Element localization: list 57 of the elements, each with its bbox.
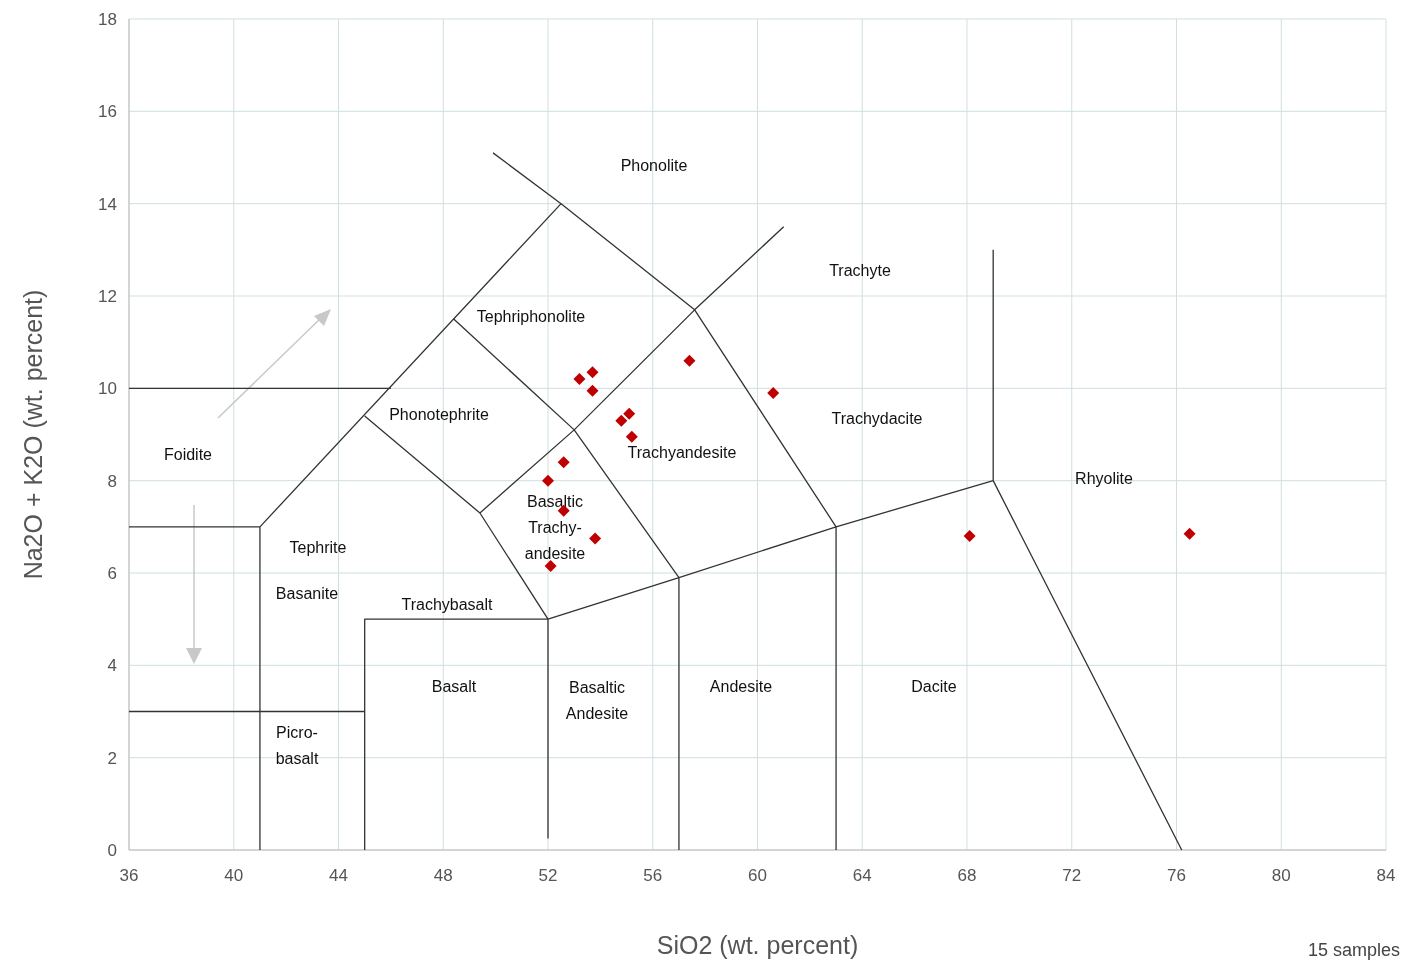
y-tick-label: 4 [107, 656, 117, 676]
annotation: Basanite [275, 585, 339, 602]
point [542, 474, 554, 487]
point [683, 354, 696, 367]
y-tick-label: 0 [107, 841, 117, 860]
annotation: Rhyolite [1075, 470, 1133, 487]
point [1183, 527, 1196, 540]
annotation: Picro- basalt [275, 724, 319, 767]
annotation: Phonotephrite [389, 406, 489, 423]
x-tick-label: 76 [1167, 866, 1186, 885]
annotation: Trachybasalt [401, 596, 494, 613]
annotation: Andesite [709, 678, 773, 695]
annotation: Basaltic Andesite [565, 679, 629, 722]
x-tick-label: 44 [329, 866, 348, 885]
x-tick-label: 48 [433, 866, 453, 885]
point [963, 530, 976, 543]
y-tick-label: 14 [98, 194, 117, 214]
x-tick-label: 68 [957, 866, 977, 885]
point [557, 456, 570, 469]
y-tick-label: 8 [107, 471, 117, 491]
x-tick-label: 52 [538, 866, 558, 885]
annotation: Trachydacite [831, 410, 923, 427]
annotation: Trachyandesite [627, 444, 737, 461]
annotation: Trachyte [829, 262, 891, 279]
x-tick-label: 60 [748, 866, 767, 885]
y-tick-label: 10 [98, 379, 117, 399]
annotation: Tephrite [289, 539, 347, 556]
y-tick-label: 16 [98, 102, 117, 122]
y-axis-title: Na2O + K2O (wt. percent) [19, 289, 47, 580]
point [589, 532, 602, 545]
x-tick-label: 40 [224, 866, 244, 885]
text: 15 samples [1307, 940, 1400, 960]
point [544, 560, 557, 573]
point [586, 384, 599, 397]
annotation: Foidite [163, 446, 213, 463]
annotation: Tephriphonolite [476, 308, 586, 325]
point [615, 414, 628, 427]
point [573, 373, 586, 386]
annotation: Phonolite [620, 157, 688, 174]
x-tick-label: 36 [119, 866, 139, 885]
point [767, 386, 780, 399]
x-tick-label: 56 [643, 866, 663, 885]
x-axis-title: SiO2 (wt. percent) [656, 931, 859, 959]
x-tick-label: 64 [852, 866, 872, 885]
x-tick-label: 72 [1062, 866, 1082, 885]
x-tick-label: 80 [1271, 866, 1291, 885]
x-tick-label: 84 [1376, 866, 1396, 885]
annotation: Basaltic Trachy- andesite [524, 493, 586, 562]
y-tick-label: 18 [98, 10, 117, 29]
point [625, 430, 638, 443]
point [586, 366, 599, 379]
y-tick-label: 2 [107, 748, 117, 768]
y-tick-label: 6 [107, 564, 117, 583]
y-tick-label: 12 [98, 287, 117, 306]
annotation: Dacite [911, 678, 957, 695]
annotation: Basalt [431, 678, 477, 695]
point [623, 407, 636, 420]
